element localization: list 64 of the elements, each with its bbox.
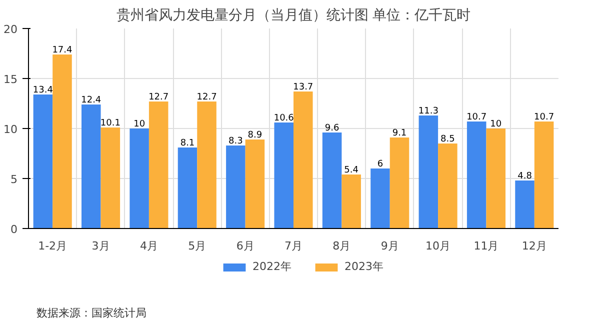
bar — [148, 102, 168, 228]
data-label: 10 — [490, 120, 502, 130]
bar — [33, 94, 53, 228]
bar — [370, 168, 390, 228]
x-tick-label: 1-2月 — [38, 240, 68, 252]
data-label: 10.6 — [274, 114, 294, 124]
bar — [178, 148, 198, 228]
x-tick-label: 5月 — [188, 240, 206, 252]
x-tick-label: 8月 — [332, 240, 351, 252]
bar — [322, 132, 342, 228]
x-tick-label: 10月 — [426, 240, 451, 252]
x-tick-label: 11月 — [474, 240, 499, 252]
bar — [438, 144, 458, 228]
x-tick-label: 6月 — [236, 240, 254, 252]
bar — [130, 128, 149, 228]
data-label: 8.5 — [440, 134, 455, 144]
data-label: 10 — [134, 120, 146, 130]
data-label: 13.7 — [293, 82, 314, 92]
legend-label: 2022年 — [252, 259, 292, 274]
x-tick-label: 4月 — [140, 240, 158, 252]
data-label: 8.1 — [180, 138, 195, 148]
y-tick-label: 20 — [4, 23, 18, 36]
bar — [486, 128, 506, 228]
bar — [274, 122, 294, 228]
bar — [342, 174, 361, 228]
data-label: 5.4 — [344, 166, 359, 176]
data-label: 9.1 — [392, 128, 407, 138]
y-tick-label: 0 — [10, 223, 18, 236]
legend-label: 2023年 — [344, 259, 384, 274]
data-label: 6 — [377, 160, 384, 170]
data-label: 10.7 — [466, 112, 487, 122]
bar — [245, 140, 265, 228]
data-label: 12.4 — [81, 96, 102, 106]
bar — [418, 116, 438, 228]
data-label: 13.4 — [32, 86, 54, 96]
bar — [294, 92, 313, 228]
bar — [515, 180, 534, 228]
data-label: 8.9 — [248, 130, 262, 140]
data-label: 4.8 — [518, 172, 532, 182]
chart-title: 贵州省风力发电量分月（当月值）统计图 单位：亿千瓦时 — [116, 8, 471, 24]
x-tick-label: 9月 — [380, 240, 399, 252]
y-tick-label: 10 — [4, 123, 18, 136]
data-label: 11.3 — [418, 106, 438, 116]
data-label: 8.3 — [228, 136, 243, 146]
bar — [197, 102, 216, 228]
bar — [100, 128, 120, 228]
x-tick-label: 12月 — [522, 240, 547, 252]
y-tick-label: 15 — [4, 73, 18, 86]
bar — [82, 104, 101, 228]
bar — [390, 138, 410, 228]
bar — [466, 122, 486, 228]
data-label: 17.4 — [52, 46, 73, 56]
y-tick-label: 5 — [10, 173, 18, 186]
data-label: 9.6 — [324, 124, 340, 134]
data-label: 12.7 — [196, 92, 217, 102]
data-label: 10.1 — [100, 118, 120, 128]
source-note: 数据来源：国家统计局 — [36, 306, 146, 320]
data-label: 12.7 — [148, 92, 169, 102]
x-tick-label: 7月 — [284, 240, 302, 252]
x-tick-label: 3月 — [92, 240, 110, 252]
bar — [226, 146, 246, 228]
bar — [534, 122, 554, 228]
data-label: 10.7 — [534, 112, 554, 122]
bar — [52, 54, 72, 228]
